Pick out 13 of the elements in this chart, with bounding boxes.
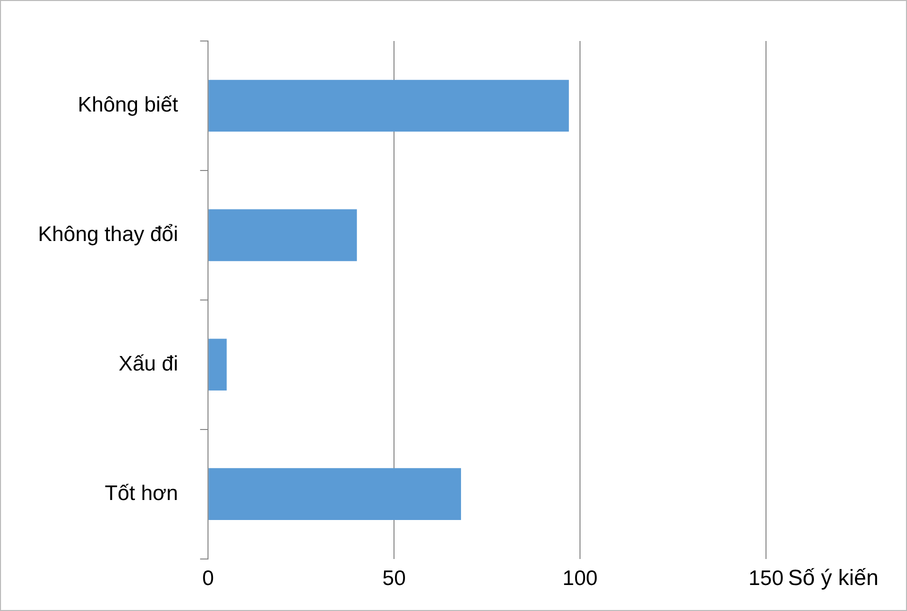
y-tick-label: Xấu đi: [118, 352, 178, 376]
x-tick-label: 0: [202, 567, 214, 590]
bar: [208, 209, 357, 262]
bar: [208, 80, 569, 132]
x-tick-label: 100: [562, 567, 598, 590]
y-tick-label: Tốt hơn: [104, 482, 178, 505]
y-tick-label: Không thay đổi: [38, 222, 178, 246]
y-tick-label: Không biết: [78, 94, 178, 117]
x-axis-title: Số ý kiến: [788, 564, 878, 590]
x-tick-label: 50: [382, 567, 406, 590]
x-tick-label: 150: [748, 567, 784, 590]
bar: [208, 468, 462, 520]
bar: [208, 338, 227, 391]
